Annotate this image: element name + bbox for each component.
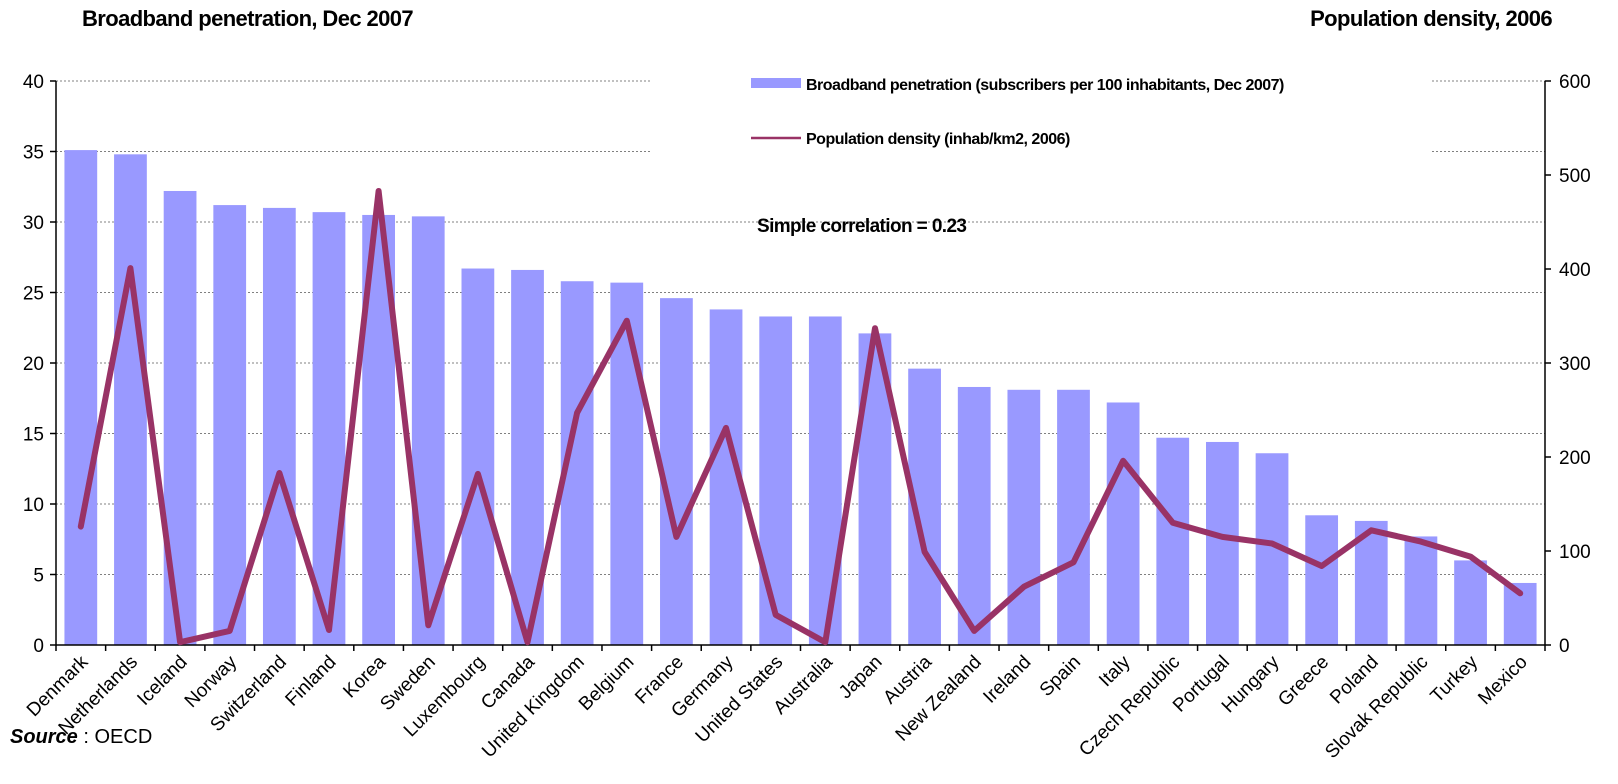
left-tick-label: 35 [23, 143, 44, 164]
density-point [725, 426, 728, 429]
category-label: Italy [1095, 651, 1135, 691]
density-point [1022, 585, 1025, 588]
left-tick-label: 10 [23, 495, 44, 516]
density-point [1171, 521, 1174, 524]
density-point [1370, 529, 1373, 532]
left-tick-label: 5 [33, 566, 44, 587]
category-label: Mexico [1474, 652, 1531, 709]
left-tick-label: 0 [33, 636, 44, 657]
category-label: Finland [282, 652, 341, 711]
bar-greece [1305, 515, 1338, 645]
bar-italy [1107, 402, 1140, 645]
density-point [824, 641, 827, 644]
bar-denmark [64, 150, 97, 645]
bar-netherlands [114, 154, 147, 645]
density-point [1519, 592, 1522, 595]
category-label: Turkey [1427, 651, 1483, 707]
bar-australia [809, 316, 842, 645]
source-value: OECD [94, 726, 152, 748]
bar-united-states [759, 316, 792, 645]
right-tick-label: 400 [1559, 260, 1591, 281]
density-point [625, 319, 628, 322]
bar-switzerland [263, 208, 296, 645]
legend: Broadband penetration (subscribers per 1… [652, 66, 1432, 158]
bar-czech-republic [1156, 438, 1189, 645]
bar-turkey [1454, 560, 1487, 645]
left-tick-label: 40 [23, 72, 44, 93]
bar-finland [313, 212, 346, 645]
category-label: Japan [835, 652, 886, 703]
density-point [774, 613, 777, 616]
right-tick-label: 300 [1559, 354, 1591, 375]
density-point [1072, 561, 1075, 564]
right-tick-label: 100 [1559, 542, 1591, 563]
bar-new-zealand [958, 387, 991, 645]
right-tick-label: 600 [1559, 72, 1591, 93]
category-label: Iceland [133, 652, 191, 710]
density-point [1221, 535, 1224, 538]
right-tick-label: 200 [1559, 448, 1591, 469]
bar-portugal [1206, 442, 1239, 645]
left-tick-label: 20 [23, 354, 44, 375]
density-point [228, 629, 231, 632]
density-point [278, 471, 281, 474]
left-tick-label: 30 [23, 213, 44, 234]
correlation-annotation: Simple correlation = 0.23 [757, 216, 966, 237]
density-point [973, 629, 976, 632]
legend-line-label: Population density (inhab/km2, 2006) [806, 131, 1070, 148]
density-point [1271, 542, 1274, 545]
density-point [923, 550, 926, 553]
density-point [476, 472, 479, 475]
right-tick-label: 0 [1559, 636, 1570, 657]
density-point [377, 189, 380, 192]
density-point [576, 411, 579, 414]
density-point [427, 624, 430, 627]
bar-luxembourg [462, 269, 495, 645]
category-label: Ireland [979, 652, 1035, 708]
density-point [873, 327, 876, 330]
bar-france [660, 298, 693, 645]
density-point [79, 525, 82, 528]
source-note: Source : OECD [10, 726, 152, 749]
bar-norway [213, 205, 246, 645]
density-point [1419, 540, 1422, 543]
category-label: Spain [1036, 652, 1085, 701]
source-label: Source [10, 726, 78, 748]
left-tick-label: 15 [23, 425, 44, 446]
category-label: Belgium [575, 652, 638, 715]
bar-sweden [412, 216, 445, 645]
legend-bar-label: Broadband penetration (subscribers per 1… [806, 77, 1284, 94]
density-point [327, 628, 330, 631]
left-tick-label: 25 [23, 284, 44, 305]
category-label: Greece [1274, 652, 1333, 711]
density-point [1469, 555, 1472, 558]
density-point [675, 535, 678, 538]
legend-bar-swatch [751, 78, 801, 88]
bar-ireland [1007, 390, 1040, 645]
density-point [179, 641, 182, 644]
bar-slovak-republic [1405, 536, 1438, 645]
density-point [526, 641, 529, 644]
density-point [1122, 459, 1125, 462]
axes: 05101520253035400100200300400500600Denma… [23, 72, 1591, 763]
density-point [1320, 565, 1323, 568]
source-separator: : [78, 726, 95, 748]
right-tick-label: 500 [1559, 166, 1591, 187]
bar-spain [1057, 390, 1090, 645]
density-point [129, 267, 132, 270]
